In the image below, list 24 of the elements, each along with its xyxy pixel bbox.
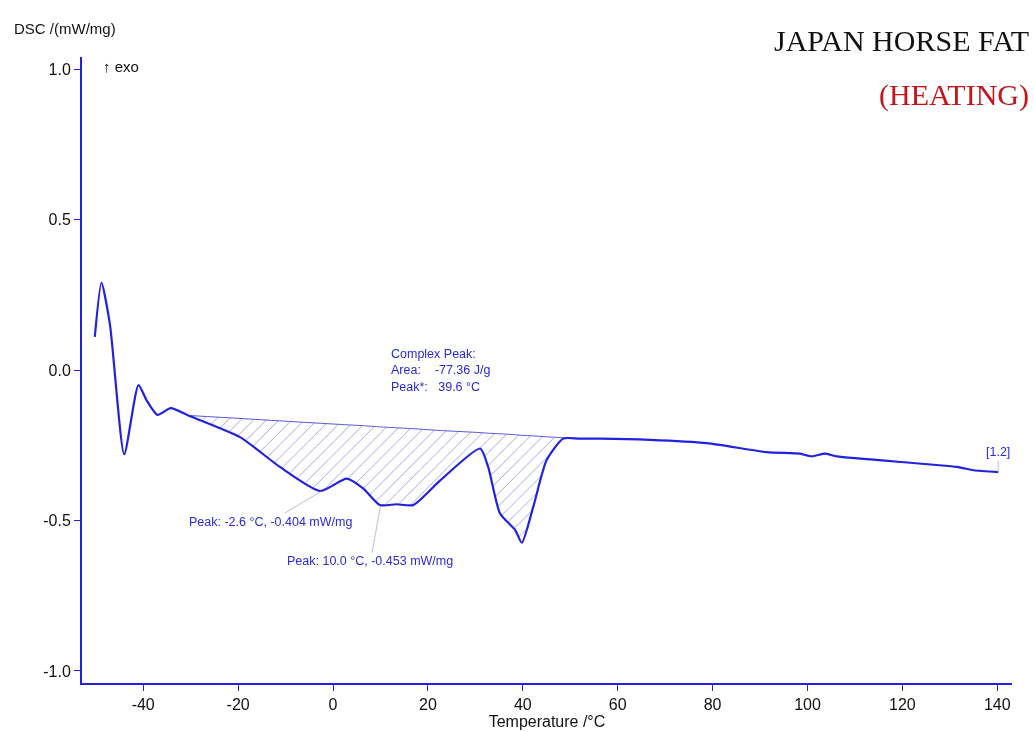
- x-tick-label: 80: [703, 696, 722, 714]
- x-tick-label: 40: [513, 696, 532, 714]
- x-tick-label: -20: [226, 696, 250, 714]
- annotation: Complex Peak: Area: -77.36 J/g Peak*: 39.6 °C: [391, 347, 491, 394]
- annotation: Peak: 10.0 °C, -0.453 mW/mg: [287, 554, 454, 568]
- x-tick-label: 0: [328, 696, 338, 714]
- x-axis-title: Temperature /°C: [488, 713, 606, 731]
- annotation: Peak: -2.6 °C, -0.404 mW/mg: [189, 515, 353, 529]
- chart-title: JAPAN HORSE FAT: [774, 24, 1030, 57]
- y-tick-label: 1.0: [48, 60, 71, 78]
- x-tick-label: 20: [419, 696, 437, 714]
- x-tick-label: 60: [608, 696, 627, 714]
- x-tick-label: -40: [131, 696, 155, 714]
- text: (HEATING): [879, 78, 1029, 112]
- x-tick-label: 120: [889, 696, 916, 714]
- y-tick-label: 0.0: [48, 361, 71, 379]
- y-axis-title: DSC /(mW/mg): [14, 20, 116, 37]
- x-tick-label: 100: [794, 696, 821, 714]
- y-tick-label: -0.5: [43, 512, 71, 530]
- annotation: [1.2]: [986, 445, 1011, 459]
- x-tick-label: 140: [983, 696, 1011, 714]
- y-tick-label: 0.5: [48, 211, 71, 229]
- annotation: ↑ exo: [103, 58, 139, 75]
- y-tick-label: -1.0: [43, 662, 71, 680]
